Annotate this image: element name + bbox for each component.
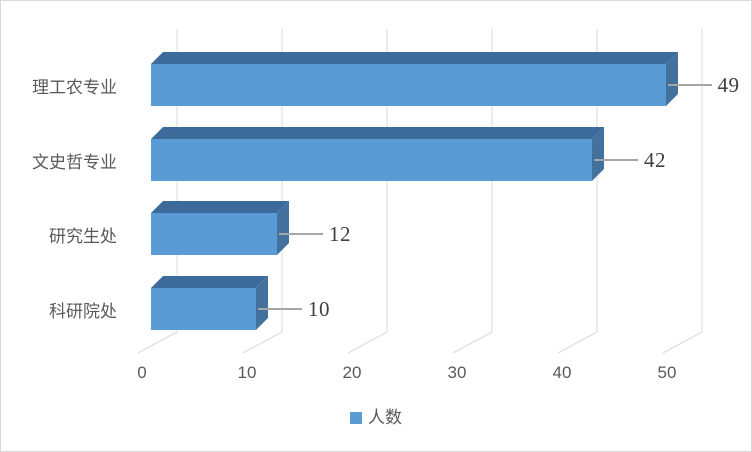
bar-front-face: [151, 287, 256, 330]
bar-front-face: [151, 64, 666, 106]
gridline-perspective-foot: [557, 331, 598, 354]
bar: [151, 126, 604, 181]
gridline-perspective-foot: [347, 331, 388, 354]
bar-front-face: [151, 138, 592, 181]
category-label: 文史哲专业: [32, 152, 117, 172]
category-label: 科研院处: [49, 301, 117, 321]
x-tick-label: 0: [137, 363, 147, 382]
data-label-leader-line: [594, 158, 638, 161]
x-tick-label: 50: [657, 363, 677, 382]
bar-front-face: [151, 213, 277, 256]
x-tick-label: 10: [237, 363, 257, 382]
legend: 人数: [1, 408, 751, 428]
gridline-perspective-foot: [137, 331, 178, 354]
category-label: 理工农专业: [32, 78, 117, 97]
x-tick-label: 30: [447, 363, 467, 382]
x-tick-label: 20: [342, 363, 362, 382]
gridline-perspective-foot: [662, 331, 703, 354]
data-label: 12: [329, 222, 351, 247]
data-label: 10: [308, 296, 330, 321]
gridline-perspective-foot: [242, 331, 283, 354]
x-tick-label: 40: [552, 363, 572, 382]
bar: [151, 52, 678, 106]
data-label-leader-line: [258, 307, 302, 310]
bar: [151, 275, 268, 330]
gridline-perspective-foot: [452, 331, 493, 354]
data-label: 49: [717, 73, 740, 97]
data-label-leader-line: [667, 84, 712, 86]
data-label-leader-line: [279, 233, 323, 236]
bar: [151, 201, 289, 256]
legend-label: 人数: [368, 408, 402, 427]
legend-swatch: [350, 412, 362, 424]
data-label: 42: [644, 147, 666, 172]
category-label: 研究生处: [49, 227, 117, 247]
